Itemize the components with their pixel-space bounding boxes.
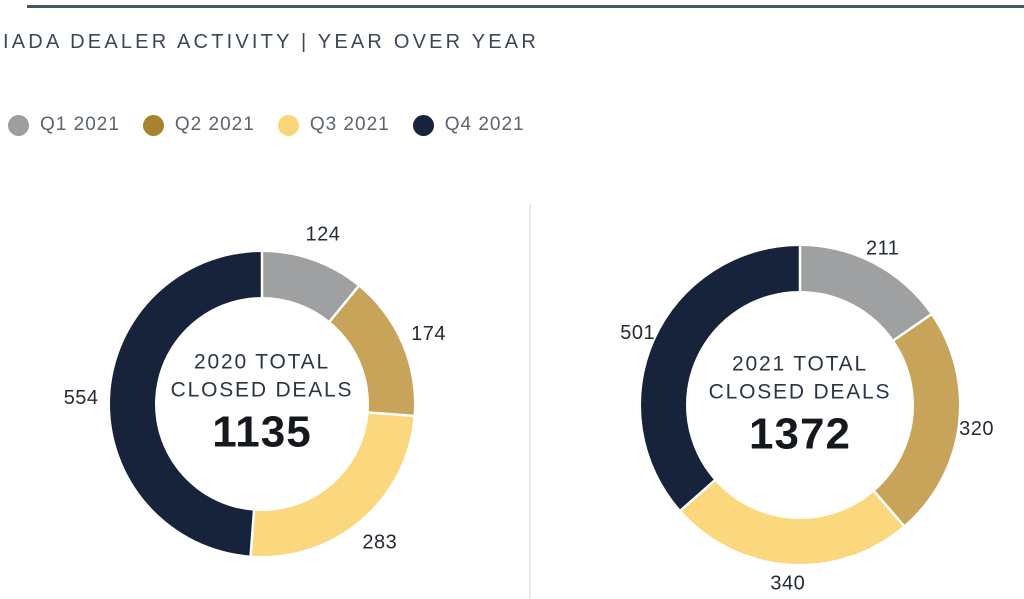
segment-value-label-q4: 501 [620, 322, 655, 344]
legend-item-q1: Q1 2021 [8, 114, 120, 136]
donut-segment-q1 [800, 246, 931, 341]
donut-center-2021: 2021 TOTAL CLOSED DEALS 1372 [709, 351, 892, 460]
segment-value-label-q1: 211 [866, 237, 899, 259]
legend-swatch-q2-icon [142, 114, 164, 136]
segment-value-label-q4: 554 [64, 387, 99, 409]
donut-center-line2: CLOSED DEALS [708, 380, 892, 404]
legend-label-q3: Q3 2021 [309, 114, 390, 135]
donut-segment-q3 [250, 412, 414, 556]
donut-chart-2021: 211 320 340 501 [620, 237, 994, 595]
legend-label-q2: Q2 2021 [174, 114, 255, 135]
segment-separator [679, 478, 717, 512]
legend-item-q2: Q2 2021 [142, 114, 255, 136]
donut-center-line1: 2020 TOTAL [194, 350, 330, 374]
donut-segment-q1 [262, 252, 359, 322]
legend: Q1 2021 Q2 2021 Q3 2021 Q4 2021 [8, 114, 525, 136]
page-title: IADA DEALER ACTIVITY | YEAR OVER YEAR [3, 31, 539, 53]
segment-separator [892, 313, 933, 342]
donut-center-line1: 2021 TOTAL [732, 352, 868, 376]
legend-item-q3: Q3 2021 [277, 114, 390, 136]
legend-label-q4: Q4 2021 [444, 114, 525, 135]
segment-separator [249, 509, 256, 557]
donut-segment-q2 [329, 286, 414, 416]
donut-center-2020: 2020 TOTAL CLOSED DEALS 1135 [171, 349, 354, 458]
legend-label-q1: Q1 2021 [40, 114, 120, 135]
charts-divider [529, 204, 531, 599]
segment-value-label-q3: 283 [362, 531, 397, 553]
donut-center-total: 1372 [749, 409, 851, 459]
segment-separator [872, 489, 906, 528]
legend-swatch-q4-icon [412, 114, 434, 136]
legend-swatch-q1-icon [8, 114, 29, 136]
donut-segment-q4 [110, 252, 262, 556]
legend-item-q4: Q4 2021 [412, 114, 525, 136]
donut-center-line2: CLOSED DEALS [170, 378, 354, 402]
donut-segment-q3 [680, 480, 904, 564]
legend-swatch-q3-icon [277, 114, 299, 136]
segment-value-label-q2: 174 [411, 323, 446, 345]
top-rule [27, 5, 1024, 8]
segment-value-label-q3: 340 [770, 573, 805, 595]
donut-center-total: 1135 [212, 407, 312, 457]
donut-chart-2020: 124 174 283 554 [64, 224, 446, 557]
segment-value-label-q2: 320 [959, 418, 994, 440]
segment-separator [328, 284, 360, 323]
donut-segment-q2 [874, 314, 959, 526]
segment-separator [367, 411, 415, 418]
donut-segment-q4 [641, 246, 800, 511]
segment-value-label-q1: 124 [305, 224, 340, 246]
